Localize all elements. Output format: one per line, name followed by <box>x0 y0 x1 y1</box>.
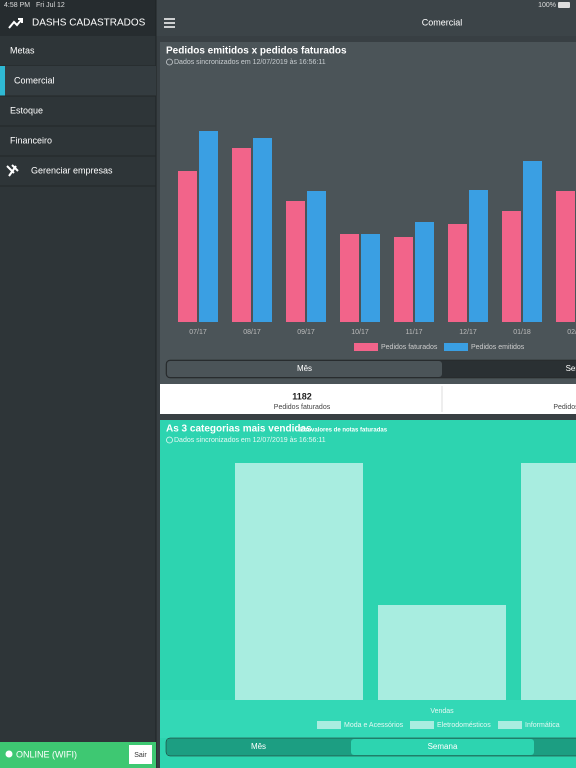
trend-icon <box>8 18 23 29</box>
bar <box>523 161 542 322</box>
bar <box>232 148 251 322</box>
chart-title: Pedidos emitidos x pedidos faturados <box>166 46 347 57</box>
bar <box>394 237 413 322</box>
toggle-option[interactable]: Mês <box>297 364 312 373</box>
bar <box>361 234 380 322</box>
menu-item[interactable]: Comercial <box>14 75 55 85</box>
sidebar-header <box>0 0 156 36</box>
menu-item[interactable]: Gerenciar empresas <box>31 165 113 175</box>
bar <box>340 234 359 322</box>
bar <box>307 191 326 322</box>
menu-indicator <box>0 66 5 96</box>
x-tick-label: 09/17 <box>297 329 315 336</box>
legend-label: Eletrodomésticos <box>437 722 491 729</box>
bar <box>253 138 272 322</box>
sidebar-title: DASHS CADASTRADOS <box>32 18 146 29</box>
toggle-option[interactable]: Mês <box>251 742 266 751</box>
legend-swatch <box>498 721 522 729</box>
sidebar <box>0 0 156 768</box>
bar <box>556 191 575 322</box>
bar <box>378 605 506 700</box>
summary-value: 1182 <box>292 391 312 401</box>
legend-swatch <box>317 721 341 729</box>
legend-label: Pedidos emitidos <box>471 344 525 351</box>
status-date: Fri Jul 12 <box>36 2 65 9</box>
menu-selected <box>0 66 156 96</box>
x-tick-label: 08/17 <box>243 329 261 336</box>
chart-subtitle: Dados sincronizados em 12/07/2019 às 16:… <box>174 59 326 66</box>
bar <box>415 222 434 322</box>
bar <box>235 463 363 700</box>
tools-icon <box>6 164 19 177</box>
bar <box>448 224 467 322</box>
hamburger[interactable] <box>164 18 175 28</box>
logout-label[interactable]: Sair <box>134 752 147 759</box>
x-tick-label: 07/17 <box>189 329 207 336</box>
chart-title: As 3 categorias mais vendidas <box>166 424 312 435</box>
bar <box>286 201 305 322</box>
clock-icon <box>166 58 173 66</box>
menu-item[interactable]: Estoque <box>10 105 43 115</box>
chart-note: Em valores de notas faturadas <box>300 428 388 434</box>
logout-button[interactable] <box>129 745 152 764</box>
x-tick-label: 01/18 <box>513 329 531 336</box>
x-tick-label: 02/18 <box>567 329 576 336</box>
x-tick-label: 10/17 <box>351 329 369 336</box>
legend-label: Informática <box>525 722 560 729</box>
connection-status: ONLINE (WIFI) <box>16 749 77 759</box>
summary-label: Pedidos emitidos <box>553 404 576 411</box>
menu-item[interactable]: Financeiro <box>10 135 52 145</box>
battery-icon <box>558 2 570 8</box>
status-battery: 100% <box>538 2 556 9</box>
bar <box>199 131 218 322</box>
toggle-option[interactable]: Semana <box>566 364 576 373</box>
clock-icon <box>166 436 173 444</box>
plot-footer <box>160 700 576 738</box>
legend-swatch <box>444 343 468 351</box>
x-tick-label: 12/17 <box>459 329 477 336</box>
legend-swatch <box>354 343 378 351</box>
x-tick-label: Vendas <box>430 708 454 715</box>
legend-label: Pedidos faturados <box>381 344 438 351</box>
bar <box>521 463 576 700</box>
top-bar <box>156 0 576 36</box>
bar <box>502 211 521 322</box>
bar <box>178 171 197 322</box>
legend-label: Moda e Acessórios <box>344 722 404 729</box>
status-time: 4:58 PM <box>4 2 30 9</box>
legend-swatch <box>410 721 434 729</box>
bar <box>469 190 488 322</box>
page-title: Comercial <box>422 17 463 27</box>
toggle-selected[interactable] <box>351 739 534 755</box>
toggle-option[interactable]: Semana <box>428 742 458 751</box>
x-tick-label: 11/17 <box>406 329 423 336</box>
chart-subtitle: Dados sincronizados em 12/07/2019 às 16:… <box>174 437 326 444</box>
menu-item[interactable]: Metas <box>10 45 35 55</box>
connection-dot <box>5 750 13 758</box>
toggle-selected[interactable] <box>167 361 442 377</box>
summary-label: Pedidos faturados <box>274 404 331 411</box>
summary-card <box>160 384 576 414</box>
